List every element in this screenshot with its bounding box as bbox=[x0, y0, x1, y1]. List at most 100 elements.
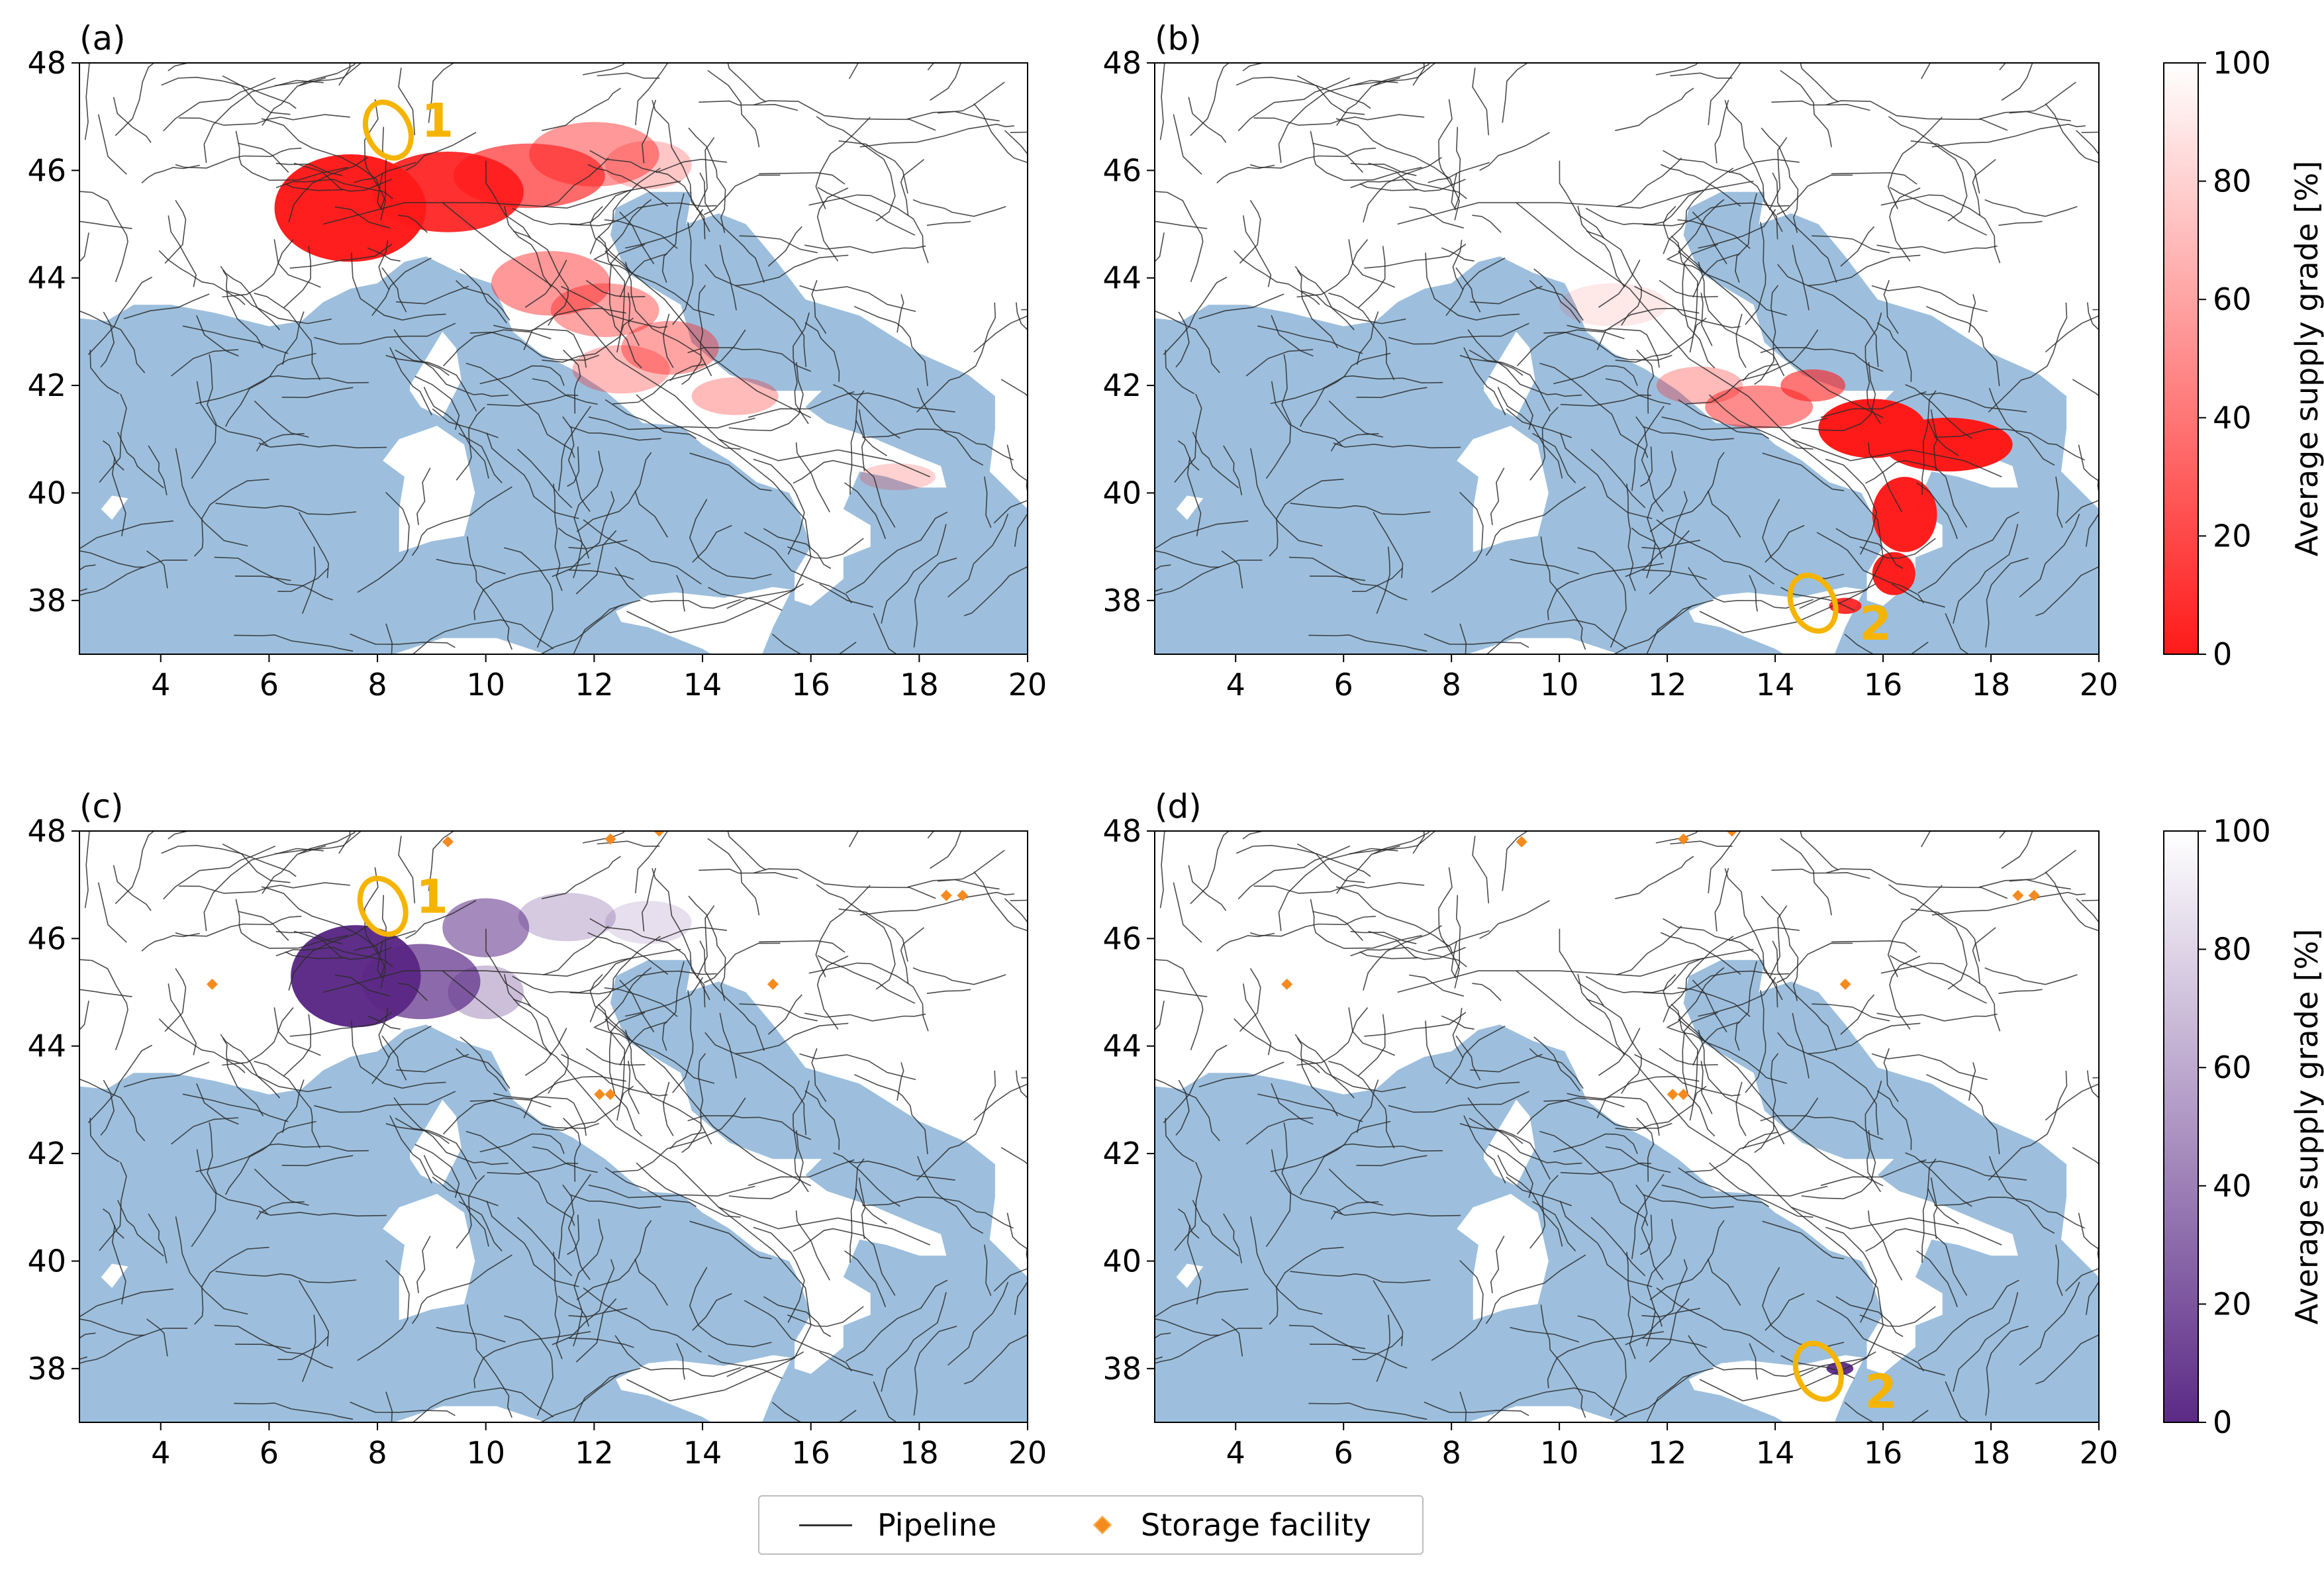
pipeline bbox=[456, 1048, 510, 1089]
pipeline bbox=[405, 900, 477, 940]
pipeline bbox=[456, 280, 510, 321]
pipeline bbox=[912, 199, 1006, 217]
pipeline bbox=[816, 956, 849, 1030]
pipeline bbox=[771, 634, 802, 654]
pipeline bbox=[759, 940, 846, 953]
pipeline bbox=[1257, 325, 1363, 354]
pipeline bbox=[411, 486, 512, 556]
pipeline bbox=[1840, 226, 1875, 267]
pipeline bbox=[1596, 1075, 1700, 1118]
pipeline bbox=[1825, 458, 1878, 555]
pipeline bbox=[1635, 416, 1664, 512]
pipeline bbox=[793, 312, 810, 424]
pipeline bbox=[432, 1176, 499, 1206]
pipeline bbox=[398, 983, 428, 1001]
colorbar-tick-label: 40 bbox=[2213, 400, 2252, 436]
pipeline bbox=[436, 558, 506, 575]
pipeline bbox=[1186, 1225, 1202, 1304]
pipeline bbox=[234, 634, 354, 652]
supply-region bbox=[529, 122, 659, 187]
x-tick-label: 10 bbox=[1540, 1435, 1579, 1471]
pipeline bbox=[1021, 309, 1028, 311]
pipeline bbox=[1006, 444, 1028, 482]
pipeline bbox=[2078, 444, 2099, 482]
pipeline bbox=[1250, 1216, 1323, 1315]
pipelines bbox=[79, 63, 1028, 654]
pipeline bbox=[381, 267, 407, 313]
pipeline bbox=[1155, 989, 1208, 997]
pipeline bbox=[1930, 409, 1938, 471]
pipeline bbox=[1004, 130, 1028, 156]
pipeline bbox=[123, 293, 210, 320]
pipeline bbox=[1454, 126, 1461, 209]
pipeline bbox=[194, 1246, 269, 1325]
pipeline bbox=[689, 1267, 772, 1348]
pipeline bbox=[1165, 1118, 1195, 1163]
pipeline bbox=[1356, 1155, 1428, 1167]
pipeline bbox=[1356, 311, 1379, 365]
pipeline bbox=[1780, 838, 1832, 916]
annotation-number: 1 bbox=[416, 870, 448, 924]
pipeline bbox=[222, 239, 294, 298]
legend-pipeline-label: Pipeline bbox=[877, 1507, 997, 1543]
pipeline bbox=[1363, 157, 1442, 222]
pipeline bbox=[1310, 899, 1422, 950]
pipeline bbox=[552, 1259, 615, 1346]
y-tick-label: 40 bbox=[27, 475, 66, 511]
pipeline bbox=[334, 974, 391, 997]
pipeline bbox=[759, 172, 846, 185]
pipeline bbox=[1649, 1298, 1690, 1363]
pipeline bbox=[1547, 1331, 1665, 1389]
pipeline bbox=[1577, 205, 1625, 288]
storage-facility bbox=[605, 833, 616, 845]
y-tick-label: 40 bbox=[1102, 475, 1141, 511]
pipeline bbox=[1479, 132, 1550, 172]
pipeline bbox=[1356, 1079, 1379, 1133]
pipeline bbox=[196, 381, 269, 447]
pipeline bbox=[1216, 932, 1275, 952]
pipeline bbox=[1930, 1177, 1938, 1240]
pipeline bbox=[487, 394, 579, 407]
pipeline bbox=[395, 1118, 477, 1180]
pipeline bbox=[1745, 990, 1767, 1093]
pipeline bbox=[486, 432, 579, 519]
pipeline bbox=[1801, 1130, 1876, 1200]
pipeline bbox=[1760, 1115, 1884, 1140]
pipeline bbox=[79, 550, 145, 568]
pipeline bbox=[1772, 940, 1837, 1052]
pipeline bbox=[1792, 244, 1810, 311]
colorbar-tick-label: 100 bbox=[2213, 45, 2271, 81]
pipeline bbox=[1312, 142, 1363, 173]
pipeline bbox=[661, 193, 685, 283]
pipeline bbox=[838, 140, 908, 194]
pipeline bbox=[1469, 350, 1551, 412]
pipeline bbox=[799, 1053, 916, 1081]
pipeline bbox=[612, 1097, 746, 1173]
pipeline bbox=[689, 452, 772, 491]
pipeline bbox=[672, 222, 694, 325]
pipeline bbox=[1916, 1250, 1958, 1308]
pipeline bbox=[1472, 215, 1502, 233]
pipeline bbox=[123, 1061, 210, 1088]
pipeline bbox=[1269, 478, 1344, 557]
pipeline bbox=[100, 311, 115, 368]
pipeline bbox=[1559, 1201, 1653, 1287]
pipeline bbox=[619, 1021, 668, 1066]
colorbar-red: 0 20 40 60 80 100 Average supply grade [%] bbox=[2163, 45, 2324, 672]
pipeline bbox=[465, 362, 575, 458]
pipeline bbox=[771, 1402, 802, 1422]
pipeline bbox=[699, 100, 799, 111]
pipeline bbox=[1424, 1401, 1529, 1416]
colorbar-label: Average supply grade [%] bbox=[2289, 929, 2324, 1325]
pipeline bbox=[1661, 932, 1741, 975]
pipeline bbox=[1865, 460, 1968, 528]
pipeline bbox=[196, 315, 239, 357]
pipeline bbox=[855, 420, 887, 457]
x-tick-label: 6 bbox=[260, 1435, 279, 1471]
pipeline bbox=[1835, 1296, 1904, 1338]
pipeline bbox=[1765, 524, 1805, 563]
pipeline bbox=[465, 1130, 575, 1226]
pipeline bbox=[614, 567, 742, 609]
pipeline bbox=[1336, 77, 1400, 126]
pipeline bbox=[277, 1336, 329, 1360]
